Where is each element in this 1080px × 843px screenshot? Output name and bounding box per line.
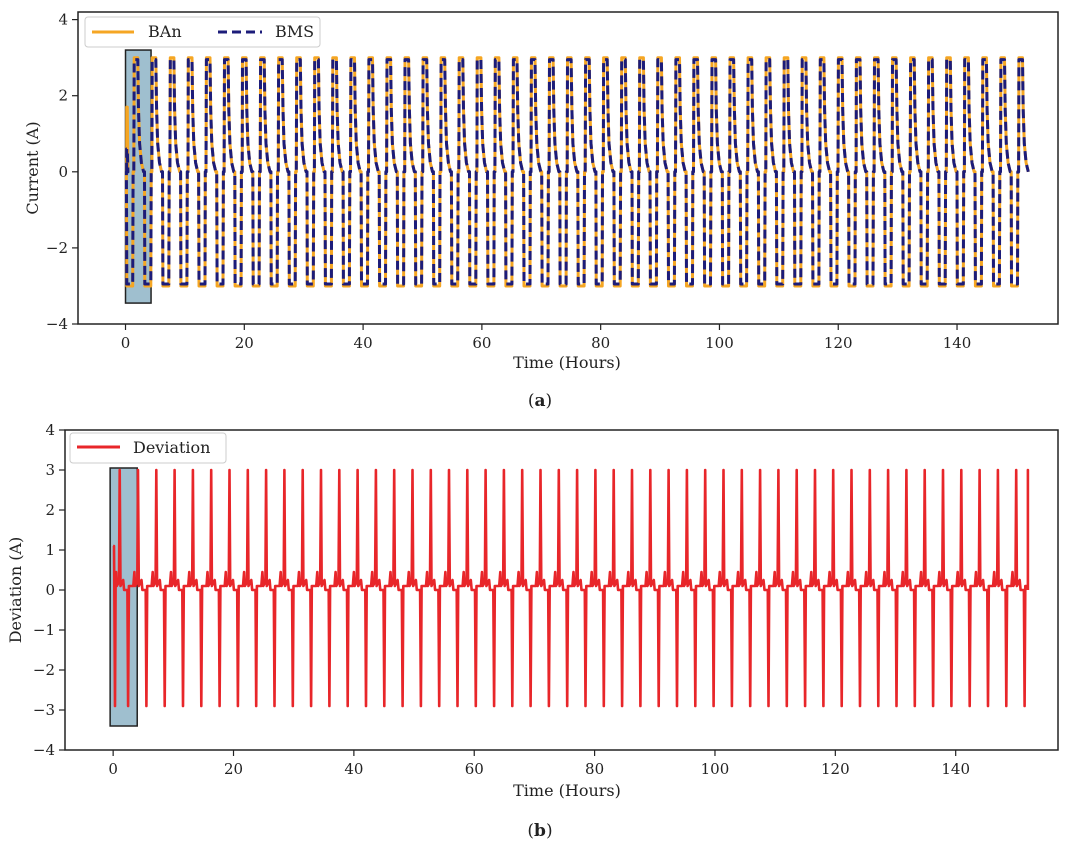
panel-a-caption: (a) xyxy=(528,391,552,411)
panel-b-caption: (b) xyxy=(527,821,552,841)
panel-b-y-axis-label: Deviation (A) xyxy=(6,537,25,644)
x-tick-label: 20 xyxy=(235,334,254,352)
y-tick-label: −4 xyxy=(33,741,55,759)
x-tick-label: 60 xyxy=(465,760,484,778)
y-tick-label: 2 xyxy=(45,501,55,519)
y-tick-label: −4 xyxy=(46,315,68,333)
series-line-deviation xyxy=(112,468,1030,708)
panel-a-y-axis-label: Current (A) xyxy=(23,121,42,214)
x-tick-label: 140 xyxy=(941,760,970,778)
panel-b-ticks: 0 20 40 60 80 100 120 140 −4 −3 −2 −1 0 1 2 3 4 xyxy=(33,421,970,778)
y-tick-label: −1 xyxy=(33,621,55,639)
x-tick-label: 80 xyxy=(591,334,610,352)
y-tick-label: 0 xyxy=(45,581,55,599)
series-line-bms xyxy=(124,58,1030,286)
x-tick-label: 0 xyxy=(108,760,118,778)
panel-a-frame xyxy=(77,11,1059,325)
x-tick-label: 100 xyxy=(705,334,734,352)
panel-b-legend-box xyxy=(69,432,227,464)
panel-b-x-axis-label: Time (Hours) xyxy=(513,781,621,800)
legend-label-ban: BAn xyxy=(148,22,182,41)
panel-b-legend: Deviation xyxy=(69,432,227,464)
panel-a-legend: BAn BMS xyxy=(84,16,321,48)
panel-b-plot-area xyxy=(109,467,1030,727)
x-tick-label: 0 xyxy=(121,334,131,352)
panel-b: 0 20 40 60 80 100 120 140 −4 −3 −2 −1 0 1 2 3 4 Time (Ho… xyxy=(6,421,1059,841)
x-tick-label: 60 xyxy=(472,334,491,352)
panel-b-frame xyxy=(64,429,1059,751)
y-tick-label: −2 xyxy=(46,239,68,257)
y-tick-label: 4 xyxy=(45,421,55,439)
x-tick-label: 20 xyxy=(224,760,243,778)
x-tick-label: 100 xyxy=(701,760,730,778)
y-tick-label: −3 xyxy=(33,701,55,719)
x-tick-label: 140 xyxy=(943,334,972,352)
panel-a-legend-box xyxy=(84,16,321,48)
y-tick-label: 3 xyxy=(45,461,55,479)
y-tick-label: 4 xyxy=(58,11,68,29)
y-tick-label: 2 xyxy=(58,87,68,105)
legend-label-deviation: Deviation xyxy=(133,438,210,457)
legend-label-bms: BMS xyxy=(275,22,314,41)
x-tick-label: 40 xyxy=(344,760,363,778)
panel-a-x-axis-label: Time (Hours) xyxy=(513,353,621,372)
panel-a: 0 20 40 60 80 100 120 140 −4 −2 0 2 4 Time (Hours) C… xyxy=(23,11,1059,411)
x-tick-label: 120 xyxy=(824,334,853,352)
x-tick-label: 40 xyxy=(354,334,373,352)
y-tick-label: 1 xyxy=(45,541,55,559)
x-tick-label: 80 xyxy=(585,760,604,778)
panel-a-caption-letter: a xyxy=(534,391,545,411)
panel-b-caption-letter: b xyxy=(534,821,546,841)
x-tick-label: 120 xyxy=(821,760,850,778)
panel-a-plot-area xyxy=(124,49,1030,304)
y-tick-label: 0 xyxy=(58,163,68,181)
y-tick-label: −2 xyxy=(33,661,55,679)
panel-a-ticks: 0 20 40 60 80 100 120 140 −4 −2 0 2 4 xyxy=(46,11,971,352)
